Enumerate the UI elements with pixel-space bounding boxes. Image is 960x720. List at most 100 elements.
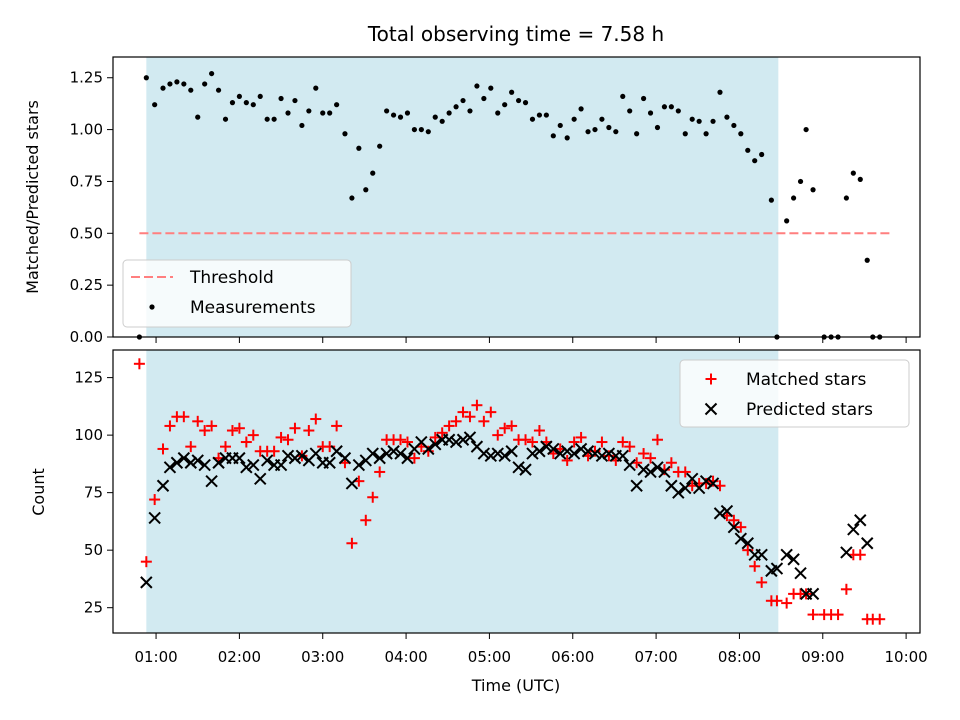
matched-star-point: [401, 436, 413, 448]
predicted-star-point: [547, 442, 560, 456]
bottom-x-tick-label: 02:00: [218, 648, 261, 666]
matched-star-point: [157, 443, 169, 455]
measurement-point: [522, 100, 529, 106]
bottom-x-axis-label: Time (UTC): [471, 676, 560, 695]
measurement-point: [384, 108, 390, 114]
measurement-point: [481, 95, 487, 102]
measurement-point: [370, 170, 376, 176]
top-plot-frame: [112, 56, 921, 338]
measurement-point: [768, 197, 774, 203]
measurement-point: [313, 85, 319, 91]
top-y-tick-label: 0.00: [70, 328, 103, 346]
matched-star-point: [533, 425, 545, 437]
matched-star-point: [478, 415, 490, 427]
matched-star-point: [367, 491, 379, 503]
measurement-point: [488, 85, 494, 91]
matched-star-point: [395, 434, 407, 446]
measurement-point: [536, 112, 543, 118]
predicted-star-point: [581, 445, 595, 458]
predicted-star-point: [713, 507, 727, 520]
measurement-point: [152, 102, 158, 108]
predicted-star-point: [794, 566, 807, 580]
measurement-point: [745, 147, 751, 153]
measurement-point: [543, 112, 549, 118]
matched-star-point: [651, 434, 663, 446]
measurement-point: [425, 129, 431, 135]
top-y-tick-label: 1.25: [70, 69, 103, 87]
measurement-point: [791, 195, 797, 201]
top-y-tick-label: 1.00: [70, 121, 103, 139]
predicted-star-point: [847, 523, 860, 536]
matched-star-point: [310, 413, 322, 425]
predicted-star-point: [394, 447, 407, 460]
matched-star-point: [679, 466, 691, 478]
predicted-star-point: [685, 472, 699, 486]
matched-star-point: [638, 448, 650, 460]
predicted-star-point: [309, 447, 322, 460]
measurement-point: [306, 108, 312, 114]
predicted-star-point: [505, 445, 518, 458]
predicted-star-point: [233, 451, 246, 465]
predicted-star-point: [560, 445, 574, 458]
measurement-point: [236, 93, 242, 100]
matched-star-point: [199, 425, 211, 437]
measurement-point: [418, 126, 424, 133]
matched-star-point: [289, 422, 301, 434]
measurement-point: [243, 100, 249, 106]
matched-star-point: [617, 436, 629, 448]
predicted-star-point: [644, 465, 657, 479]
predicted-star-point: [616, 449, 629, 463]
predicted-star-point: [274, 458, 288, 472]
measurement-point: [271, 116, 277, 122]
measurement-point: [613, 129, 619, 135]
measurement-point: [202, 81, 208, 87]
measurement-point: [843, 195, 849, 201]
measurement-point: [334, 102, 340, 108]
measurement-point: [356, 145, 362, 151]
matched-star-point: [561, 454, 573, 466]
predicted-star-point: [212, 456, 225, 469]
predicted-star-point: [254, 472, 267, 486]
top-legend: Threshold Measurements: [122, 259, 352, 328]
matched-star-point: [568, 436, 580, 448]
predicted-star-point: [637, 463, 650, 476]
measurement-point: [668, 104, 674, 110]
bottom-panel: 25 50 75 100 125 01:00 02:00 03:00 04:00 05:00 06…: [29, 349, 928, 695]
predicted-star-point: [491, 447, 504, 460]
top-legend-box: [122, 259, 352, 328]
matched-star-point: [756, 576, 768, 588]
measurement-point: [299, 122, 305, 129]
matched-star-point: [206, 420, 218, 432]
matched-star-point: [596, 436, 608, 448]
legend-plus-marker: [705, 373, 717, 385]
measurement-point: [784, 218, 790, 224]
matched-star-point: [374, 466, 386, 478]
predicted-star-point: [380, 447, 393, 460]
measurement-point: [143, 75, 149, 81]
measurement-point: [759, 151, 765, 158]
predicted-star-point: [658, 465, 671, 479]
bottom-y-tick-label: 100: [74, 426, 103, 444]
matched-star-point: [624, 441, 636, 453]
measurement-point: [578, 106, 584, 112]
measurement-point: [724, 114, 730, 120]
predicted-star-point: [787, 553, 800, 566]
matched-star-point: [485, 406, 497, 418]
measurement-point: [571, 116, 577, 122]
measurement-point: [215, 87, 222, 93]
matched-star-point: [781, 597, 793, 609]
predicted-star-point: [177, 451, 191, 465]
matched-star-point: [807, 609, 819, 621]
predicted-star-point: [533, 445, 546, 458]
matched-star-point: [178, 411, 190, 423]
matched-star-point: [840, 583, 852, 595]
matched-star-point: [346, 537, 358, 549]
matched-stars-points: [133, 358, 886, 625]
matched-star-point: [645, 452, 657, 464]
predicted-star-point: [338, 451, 352, 465]
measurement-point: [390, 112, 397, 118]
measurement-point: [661, 104, 668, 110]
measurement-point: [550, 133, 556, 139]
matched-star-point: [457, 406, 469, 418]
